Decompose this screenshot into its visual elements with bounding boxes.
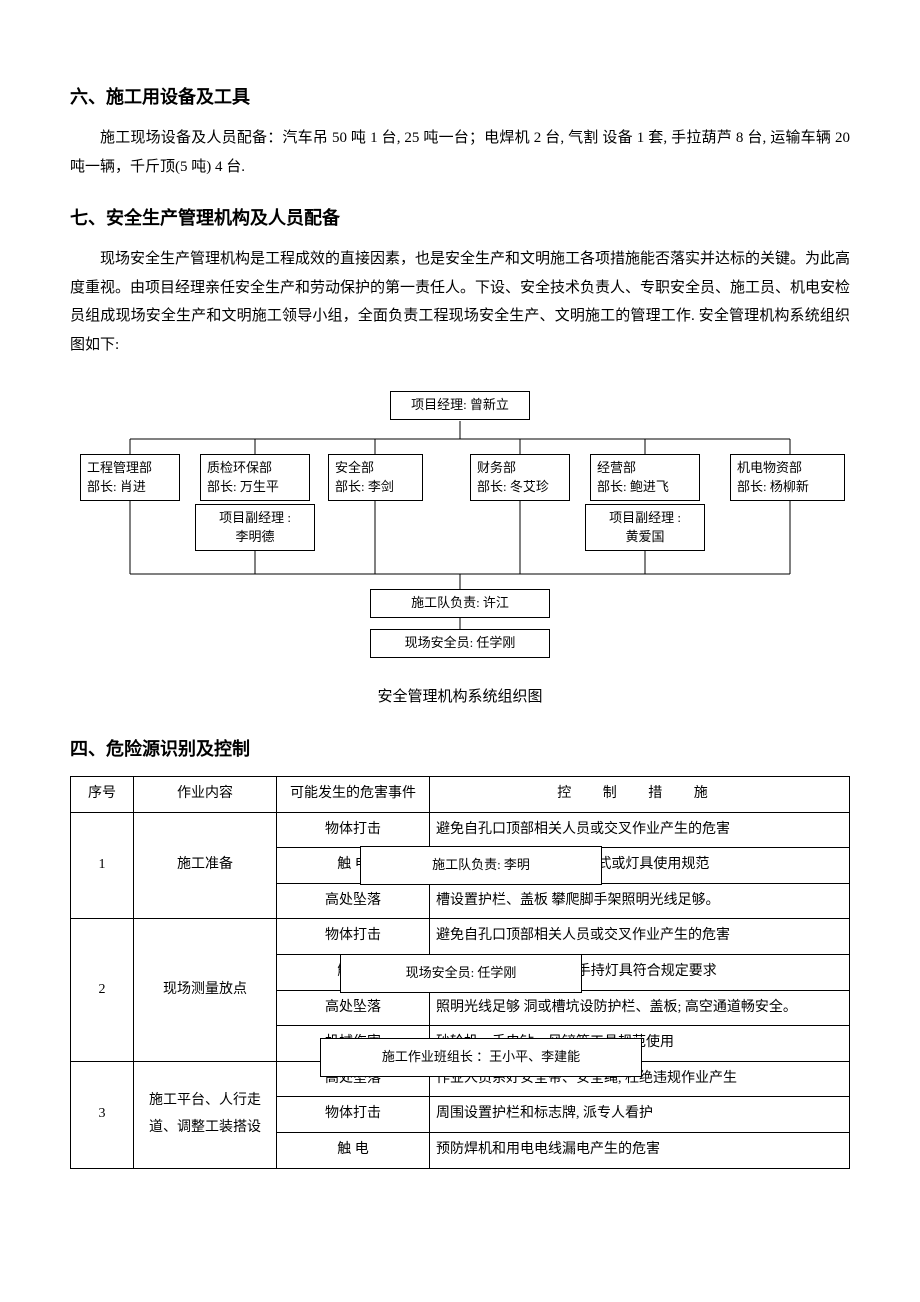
table-row: 2现场测量放点物体打击避免自孔口顶部相关人员或交叉作业产生的危害 xyxy=(71,919,850,955)
hazard-measure: 避免自孔口顶部相关人员或交叉作业产生的危害 xyxy=(430,919,850,955)
org-node-vp-right: 项目副经理 : 黄爱国 xyxy=(585,504,705,550)
label: 经营部 xyxy=(597,460,636,475)
hazard-th-event: 可能发生的危害事件 xyxy=(277,777,430,813)
label: 质检环保部 xyxy=(207,460,272,475)
hazard-measure: 周围设置护栏和标志牌, 派专人看护 xyxy=(430,1097,850,1133)
hazard-event: 高处坠落 xyxy=(277,990,430,1026)
hazard-measure: 预防焊机和用电电线漏电产生的危害 xyxy=(430,1133,850,1169)
section-6-body: 施工现场设备及人员配备：汽车吊 50 吨 1 台, 25 吨一台；电焊机 2 台… xyxy=(70,124,850,181)
org-node-dept-business: 经营部 部长: 鲍进飞 xyxy=(590,454,700,500)
section-7-title: 七、安全生产管理机构及人员配备 xyxy=(70,201,850,235)
hazard-event: 物体打击 xyxy=(277,1097,430,1133)
hazard-th-measure: 控 制 措 施 xyxy=(430,777,850,813)
org-node-team-leader: 施工队负责: 许江 xyxy=(370,589,550,617)
table-row: 1施工准备物体打击避免自孔口顶部相关人员或交叉作业产生的危害 xyxy=(71,812,850,848)
section-7-body: 现场安全生产管理机构是工程成效的直接因素，也是安全生产和文明施工各项措施能否落实… xyxy=(70,245,850,359)
overlay-group-leader: 施工作业班组长 ：王小平、李建能 xyxy=(320,1038,642,1077)
hazard-th-seq: 序号 xyxy=(71,777,134,813)
org-node-dept-material: 机电物资部 部长: 杨柳新 xyxy=(730,454,845,500)
label: 财务部 xyxy=(477,460,516,475)
hazard-task: 施工平台、人行走道、调整工装搭设 xyxy=(134,1061,277,1168)
org-node-vp-left: 项目副经理 : 李明德 xyxy=(195,504,315,550)
hazard-measure: 照明光线足够 洞或槽坑设防护栏、盖板; 高空通道畅安全。 xyxy=(430,990,850,1026)
label: 项目副经理 : xyxy=(219,510,291,525)
label: 李明德 xyxy=(235,529,274,544)
section-4-title: 四、危险源识别及控制 xyxy=(70,732,850,766)
label: 部长: 杨柳新 xyxy=(737,479,809,494)
hazard-event: 物体打击 xyxy=(277,919,430,955)
org-chart-caption: 安全管理机构系统组织图 xyxy=(70,683,850,712)
label: 部长: 肖进 xyxy=(87,479,146,494)
hazard-task: 施工准备 xyxy=(134,812,277,919)
org-node-safety-officer: 现场安全员: 任学刚 xyxy=(370,629,550,657)
label: 项目副经理 : xyxy=(609,510,681,525)
org-node-dept-safety: 安全部 部长: 李剑 xyxy=(328,454,423,500)
hazard-event: 触 电 xyxy=(277,1133,430,1169)
org-node-dept-engineering: 工程管理部 部长: 肖进 xyxy=(80,454,180,500)
label: 部长: 冬艾珍 xyxy=(477,479,549,494)
org-node-dept-finance: 财务部 部长: 冬艾珍 xyxy=(470,454,570,500)
label: 部长: 鲍进飞 xyxy=(597,479,669,494)
hazard-seq: 2 xyxy=(71,919,134,1061)
overlay-team-leader: 施工队负责: 李明 xyxy=(360,846,602,885)
hazard-task: 现场测量放点 xyxy=(134,919,277,1061)
org-node-dept-quality: 质检环保部 部长: 万生平 xyxy=(200,454,310,500)
section-6-title: 六、施工用设备及工具 xyxy=(70,80,850,114)
org-chart: 项目经理: 曾新立 工程管理部 部长: 肖进 质检环保部 部长: 万生平 安全部… xyxy=(70,379,850,679)
label: 黄爱国 xyxy=(625,529,664,544)
label: 安全部 xyxy=(335,460,374,475)
hazard-measure: 槽设置护栏、盖板 攀爬脚手架照明光线足够。 xyxy=(430,883,850,919)
hazard-event: 物体打击 xyxy=(277,812,430,848)
label: 部长: 李剑 xyxy=(335,479,394,494)
hazard-table-wrap: 序号 作业内容 可能发生的危害事件 控 制 措 施 1施工准备物体打击避免自孔口… xyxy=(70,776,850,1169)
hazard-measure: 避免自孔口顶部相关人员或交叉作业产生的危害 xyxy=(430,812,850,848)
org-node-project-manager: 项目经理: 曾新立 xyxy=(390,391,530,419)
overlay-safety-officer: 现场安全员: 任学刚 xyxy=(340,954,582,993)
hazard-event: 高处坠落 xyxy=(277,883,430,919)
hazard-th-task: 作业内容 xyxy=(134,777,277,813)
label: 工程管理部 xyxy=(87,460,152,475)
hazard-seq: 1 xyxy=(71,812,134,919)
hazard-seq: 3 xyxy=(71,1061,134,1168)
label: 部长: 万生平 xyxy=(207,479,279,494)
label: 机电物资部 xyxy=(737,460,802,475)
